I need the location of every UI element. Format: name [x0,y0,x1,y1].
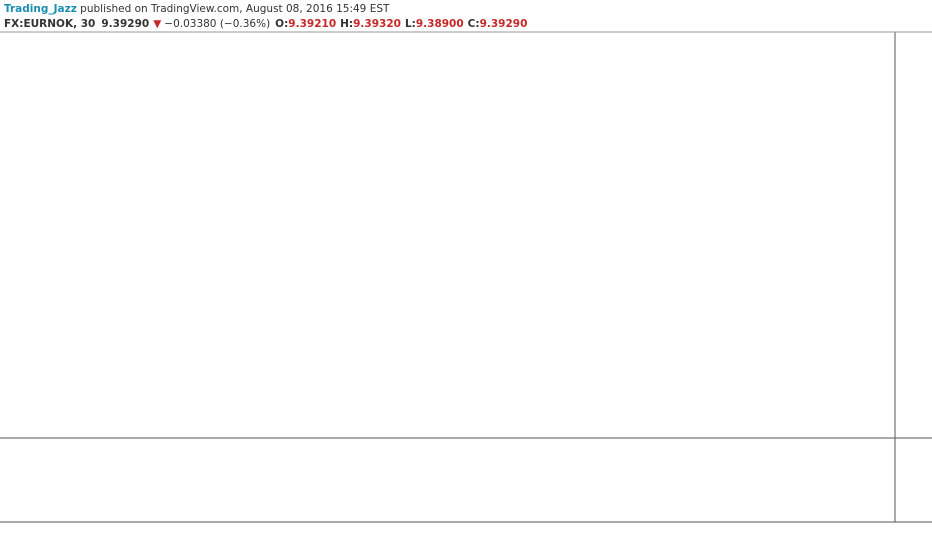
change: −0.03380 (−0.36%) [164,18,270,30]
c: 9.39290 [480,18,528,30]
last: 9.39290 [101,18,149,30]
axis-layer [0,31,932,523]
header-bg [0,0,932,31]
header-line-1: Trading_Jazz published on TradingView.co… [4,3,390,15]
o-label: O: [275,18,288,30]
c-label: C: [468,18,480,30]
l-label: L: [405,18,416,30]
h: 9.39320 [353,18,401,30]
l: 9.38900 [416,18,464,30]
arrow: ▼ [153,18,162,30]
o: 9.39210 [288,18,336,30]
author[interactable]: Trading_Jazz [4,3,77,15]
published: published on TradingView.com, August 08,… [77,3,390,15]
header-line-2: FX:EURNOK, 30 9.39290 ▼ −0.03380 (−0.36%) O:… [4,18,527,30]
symbol: FX:EURNOK, 30 [4,18,95,30]
h-label: H: [340,18,353,30]
